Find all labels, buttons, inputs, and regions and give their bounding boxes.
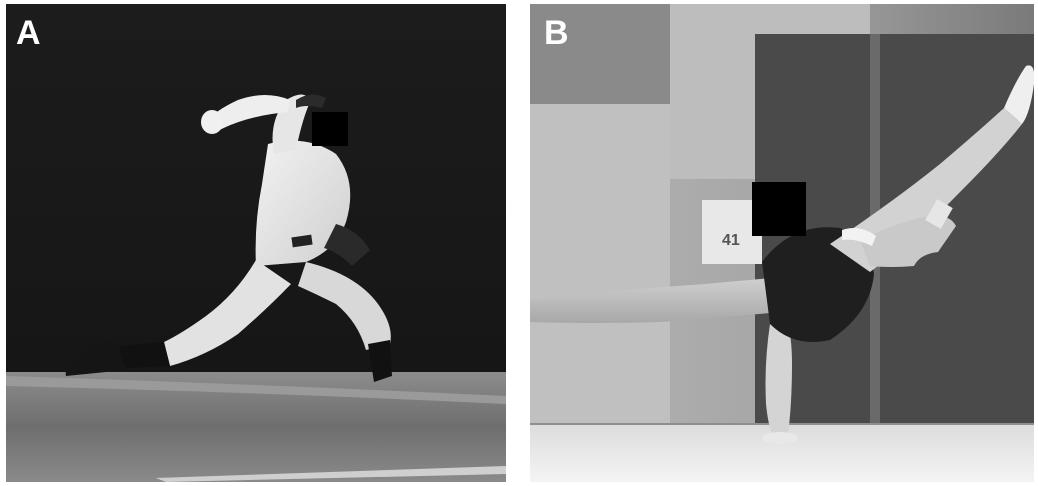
face-redaction-box <box>312 112 348 146</box>
field-edge <box>6 376 506 404</box>
gymnast-figure <box>530 65 1034 444</box>
dark-background <box>6 4 506 376</box>
panel-b: 41 B <box>530 4 1034 482</box>
gymnast-photo <box>530 4 1034 482</box>
pitcher-figure <box>65 94 392 382</box>
panel-label-b: B <box>544 14 569 52</box>
panel-a: A <box>6 4 506 482</box>
pitcher-photo <box>6 4 506 482</box>
face-redaction-box <box>752 182 806 236</box>
background-sign-number: 41 <box>722 232 740 249</box>
panel-label-a: A <box>16 14 41 52</box>
foul-line <box>156 466 506 482</box>
